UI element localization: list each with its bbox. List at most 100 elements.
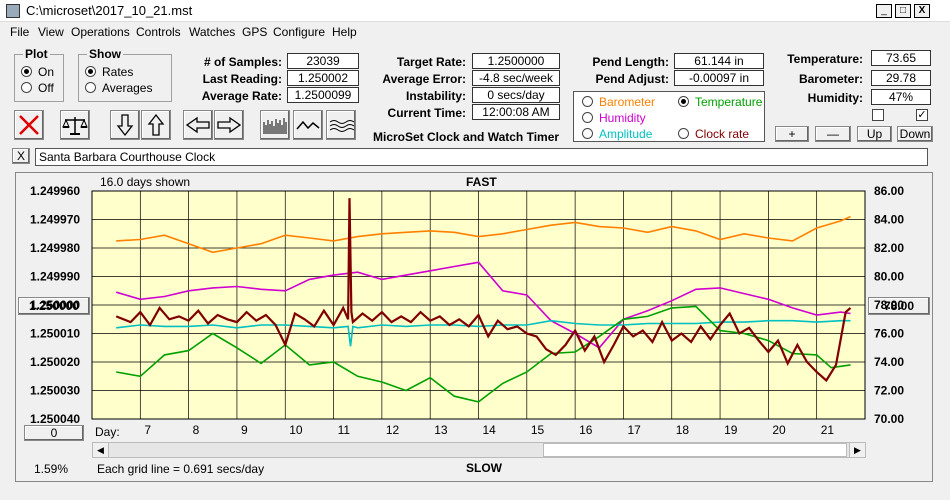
y-right-tick-label: 82.00 xyxy=(874,241,904,255)
wave-view-button[interactable] xyxy=(326,110,356,140)
scroll-left-button[interactable] xyxy=(183,110,213,140)
x-tick-label: 14 xyxy=(483,423,497,437)
grid-note: Each grid line = 0.691 secs/day xyxy=(97,462,265,476)
scroll-down-button[interactable] xyxy=(110,110,140,140)
overlay-amplitude-label: Amplitude xyxy=(599,127,653,141)
avg-rate-label: Average Rate: xyxy=(201,89,282,103)
app-icon xyxy=(6,4,20,18)
bar-graph-icon xyxy=(263,118,287,134)
avg-error-label: Average Error: xyxy=(382,72,466,86)
radio-empty-icon xyxy=(678,128,689,139)
x-tick-label: 9 xyxy=(241,423,248,437)
instability-label: Instability: xyxy=(405,89,466,103)
overlay-humidity-radio[interactable]: Humidity xyxy=(582,111,646,125)
clock-name-field[interactable]: Santa Barbara Courthouse Clock xyxy=(35,148,928,166)
stop-button[interactable] xyxy=(14,110,44,140)
radio-selected-icon xyxy=(21,66,32,77)
close-button[interactable]: X xyxy=(914,4,930,18)
y-left-tick-label: 1.250020 xyxy=(30,355,80,369)
show-rates-radio[interactable]: Rates xyxy=(85,65,133,79)
clock-name-close-button[interactable]: X xyxy=(12,148,30,164)
overlay-clockrate-radio[interactable]: Clock rate xyxy=(678,127,749,141)
overlay-barometer-radio[interactable]: Barometer xyxy=(582,95,655,109)
menu-view[interactable]: View xyxy=(38,25,64,39)
y-left-tick-label: 1.250000 xyxy=(30,298,80,312)
wave-lines-icon xyxy=(329,120,354,132)
menu-controls[interactable]: Controls xyxy=(136,25,181,39)
horizontal-scrollbar[interactable]: ◀ ▶ xyxy=(92,442,866,458)
y-right-tick-label: 80.00 xyxy=(874,270,904,284)
y-left-tick-label: 1.250040 xyxy=(30,412,80,426)
maximize-button[interactable]: □ xyxy=(895,4,911,18)
x-tick-label: 16 xyxy=(579,423,593,437)
amplitude-series-line xyxy=(116,319,851,347)
rate-center-button[interactable]: 1.250000 xyxy=(18,297,90,315)
avg-error-value: -4.8 sec/week xyxy=(472,70,560,86)
calibrate-button[interactable] xyxy=(60,110,90,140)
temp-center-button[interactable]: 78.00 xyxy=(868,297,930,315)
scroll-up-button[interactable] xyxy=(141,110,171,140)
y-right-tick-label: 84.00 xyxy=(874,213,904,227)
last-reading-label: Last Reading: xyxy=(202,72,282,86)
menu-gps[interactable]: GPS xyxy=(242,25,268,39)
menu-operations[interactable]: Operations xyxy=(71,25,130,39)
scroll-right-button[interactable] xyxy=(214,110,244,140)
plot-on-label: On xyxy=(38,65,55,79)
menu-help[interactable]: Help xyxy=(332,25,357,39)
scale-minus-button[interactable]: — xyxy=(815,126,851,142)
scale-down-button[interactable]: Down xyxy=(897,126,933,142)
scrollbar-thumb[interactable] xyxy=(543,443,847,457)
scale-plus-button[interactable]: + xyxy=(775,126,809,142)
y-left-tick-label: 1.249970 xyxy=(30,213,80,227)
red-x-icon xyxy=(19,115,39,135)
line-view-button[interactable] xyxy=(293,110,323,140)
overlay-barometer-label: Barometer xyxy=(599,95,656,109)
scroll-left-arrow-icon[interactable]: ◀ xyxy=(93,443,109,457)
instability-value: 0 secs/day xyxy=(472,87,560,103)
show-averages-radio[interactable]: Averages xyxy=(85,81,152,95)
show-averages-label: Averages xyxy=(102,81,153,95)
y-right-tick-label: 76.00 xyxy=(874,327,904,341)
x-tick-label: 10 xyxy=(289,423,303,437)
pend-length-label: Pend Length: xyxy=(592,55,669,69)
y-right-tick-label: 70.00 xyxy=(874,412,904,426)
menu-file[interactable]: File xyxy=(10,25,30,39)
plot-group: Plot On Off xyxy=(14,47,64,102)
temperature-label: Temperature: xyxy=(787,52,863,66)
samples-label: # of Samples: xyxy=(203,55,282,69)
overlay-temperature-radio[interactable]: Temperature xyxy=(678,95,762,109)
barometer-value: 29.78 xyxy=(871,70,931,86)
show-rates-label: Rates xyxy=(102,65,134,79)
menu-configure[interactable]: Configure xyxy=(273,25,326,39)
barometer-checkbox[interactable] xyxy=(872,109,884,121)
plot-on-radio[interactable]: On xyxy=(21,65,54,79)
minimize-button[interactable]: _ xyxy=(876,4,892,18)
barometer-series-line xyxy=(116,215,851,254)
radio-selected-icon xyxy=(678,96,689,107)
radio-empty-icon xyxy=(582,96,593,107)
arrow-up-icon xyxy=(147,113,165,136)
x-tick-label: 18 xyxy=(676,423,690,437)
overlay-amplitude-radio[interactable]: Amplitude xyxy=(582,127,652,141)
humidity-label: Humidity: xyxy=(807,91,863,105)
plot-off-radio[interactable]: Off xyxy=(21,81,54,95)
offset-button[interactable]: 0 xyxy=(24,425,84,441)
y-right-tick-label: 78.00 xyxy=(874,298,904,312)
scale-up-button[interactable]: Up xyxy=(857,126,892,142)
menu-watches[interactable]: Watches xyxy=(189,25,236,39)
y-left-tick-label: 1.250010 xyxy=(30,327,80,341)
scroll-right-arrow-icon[interactable]: ▶ xyxy=(849,443,865,457)
bar-view-button[interactable] xyxy=(260,110,290,140)
show-group: Show Rates Averages xyxy=(78,47,172,102)
pend-length-value: 61.144 in xyxy=(674,53,764,69)
x-tick-label: 20 xyxy=(772,423,786,437)
window-title: C:\microset\2017_10_21.mst xyxy=(26,3,193,18)
barometer-label: Barometer: xyxy=(798,72,863,86)
radio-empty-icon xyxy=(582,128,593,139)
plot-group-title: Plot xyxy=(23,47,50,61)
humidity-checkbox[interactable]: ✓ xyxy=(916,109,928,121)
plot-off-label: Off xyxy=(38,81,54,95)
balance-scale-icon xyxy=(62,117,88,135)
x-tick-label: 11 xyxy=(338,423,351,437)
